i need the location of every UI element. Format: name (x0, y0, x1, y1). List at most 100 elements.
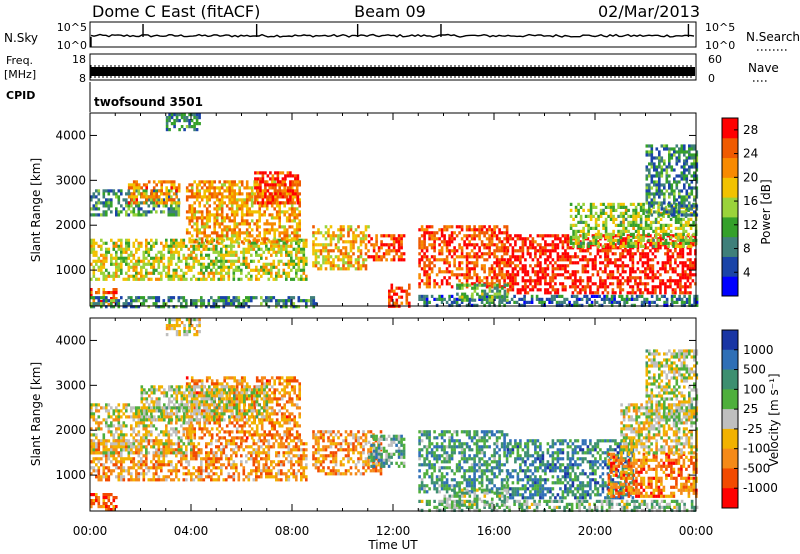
heatmap-cell (581, 258, 585, 262)
heatmap-cell (654, 241, 658, 245)
heatmap-cell (266, 195, 270, 199)
heatmap-cell (297, 238, 301, 242)
heatmap-cell (614, 276, 617, 280)
heatmap-cell (468, 283, 472, 287)
heatmap-cell (554, 261, 557, 265)
heatmap-cell (506, 246, 510, 250)
heatmap-cell (541, 270, 545, 274)
heatmap-cell (215, 247, 218, 251)
heatmap-cell (536, 273, 540, 277)
heatmap-cell (618, 303, 621, 307)
heatmap-cell (438, 270, 441, 274)
heatmap-cell (132, 186, 136, 190)
heatmap-cell (202, 241, 206, 245)
heatmap-cell (511, 252, 515, 256)
heatmap-cell (448, 261, 451, 265)
heatmap-cell (480, 228, 484, 232)
heatmap-cell (681, 249, 685, 253)
heatmap-cell (140, 201, 143, 205)
heatmap-cell (503, 273, 506, 277)
heatmap-cell (511, 270, 515, 274)
heatmap-cell (679, 273, 682, 277)
heatmap-cell (554, 249, 557, 253)
heatmap-cell (679, 255, 682, 259)
heatmap-cell (167, 213, 171, 217)
heatmap-cell (468, 270, 471, 274)
heatmap-cell (295, 189, 299, 193)
heatmap-cell (629, 232, 633, 236)
heatmap-cell (247, 262, 251, 266)
heatmap-cell (684, 264, 687, 268)
heatmap-cell (612, 202, 615, 206)
heatmap-cell (274, 183, 277, 187)
heatmap-cell (496, 292, 499, 296)
heatmap-cell (616, 285, 620, 289)
heatmap-cell (644, 234, 647, 238)
heatmap-cell (247, 271, 251, 275)
heatmap-cell (448, 270, 451, 274)
heatmap-cell (531, 270, 535, 274)
heatmap-cell (521, 237, 525, 241)
heatmap-cell (203, 180, 206, 184)
heatmap-cell (488, 225, 491, 229)
heatmap-cell (455, 234, 459, 238)
heatmap-cell (555, 300, 559, 304)
heatmap-cell (473, 289, 477, 293)
heatmap-cell (604, 258, 607, 262)
heatmap-cell (460, 246, 464, 250)
heatmap-cell (157, 299, 161, 303)
heatmap-cell (630, 297, 634, 301)
heatmap-cell (305, 277, 308, 281)
heatmap-cell (631, 288, 635, 292)
heatmap-cell (646, 255, 650, 259)
heatmap-cell (192, 299, 196, 303)
heatmap-cell (478, 231, 481, 235)
heatmap-cell (208, 213, 211, 217)
heatmap-cell (572, 235, 575, 239)
heatmap-cell (465, 261, 469, 265)
heatmap-cell (503, 252, 506, 256)
heatmap-cell (505, 225, 509, 229)
heatmap-cell (240, 219, 244, 223)
heatmap-cell (188, 183, 191, 187)
heatmap-cell (215, 204, 219, 208)
heatmap-cell (551, 270, 555, 274)
heatmap-cell (554, 267, 557, 271)
heatmap-cell (256, 192, 260, 196)
heatmap-cell (571, 273, 575, 277)
heatmap-cell (578, 297, 581, 301)
heatmap-cell (142, 256, 146, 260)
heatmap-cell (132, 244, 136, 248)
heatmap-cell (534, 285, 537, 289)
heatmap-cell (544, 258, 547, 262)
heatmap-cell (616, 267, 620, 271)
heatmap-cell (273, 222, 276, 226)
heatmap-cell (235, 204, 239, 208)
heatmap-cell (539, 246, 542, 250)
heatmap-cell (675, 180, 679, 184)
heatmap-cell (100, 268, 103, 272)
heatmap-cell (127, 253, 131, 257)
heatmap-cell (689, 276, 692, 280)
heatmap-cell (125, 241, 128, 245)
heatmap-cell (233, 189, 236, 193)
heatmap-cell (270, 296, 273, 300)
heatmap-cell (97, 291, 101, 295)
heatmap-cell (599, 267, 602, 271)
heatmap-cell (247, 250, 251, 254)
heatmap-cell (359, 237, 363, 241)
heatmap-cell (651, 273, 655, 277)
heatmap-cell (319, 264, 323, 268)
heatmap-cell (495, 234, 499, 238)
heatmap-cell (349, 246, 353, 250)
heatmap-cell (165, 186, 168, 190)
heatmap-cell (423, 234, 426, 238)
heatmap-cell (514, 264, 517, 268)
heatmap-cell (247, 305, 251, 309)
heatmap-cell (539, 252, 542, 256)
heatmap-cell (591, 234, 595, 238)
heatmap-cell (190, 189, 194, 193)
heatmap-cell (230, 192, 234, 196)
heatmap-cell (624, 237, 627, 241)
heatmap-cell (185, 277, 188, 281)
